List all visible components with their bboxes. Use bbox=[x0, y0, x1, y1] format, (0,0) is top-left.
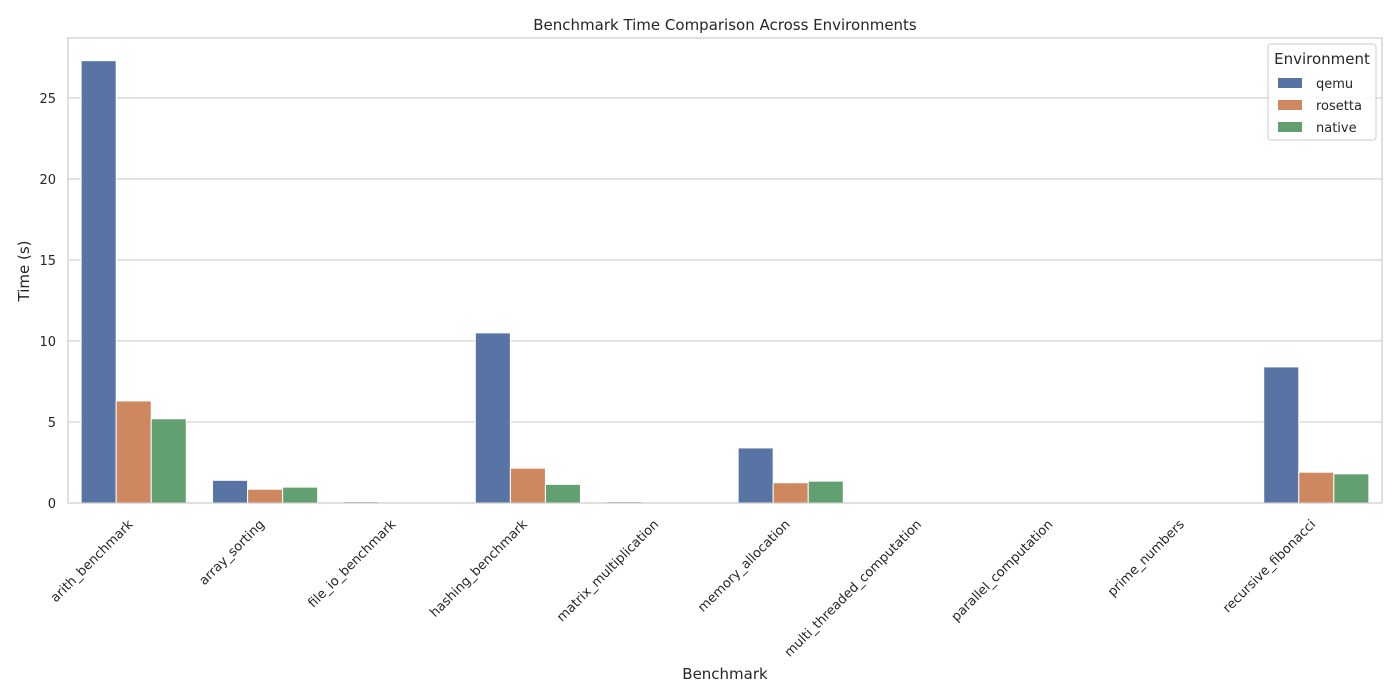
y-tick-label: 5 bbox=[48, 416, 56, 431]
bar-rosetta-array_sorting bbox=[247, 488, 284, 504]
bars bbox=[80, 60, 1370, 504]
bar-qemu-memory_allocation bbox=[737, 447, 774, 504]
legend-swatch-native bbox=[1278, 122, 1302, 132]
y-tick-label: 0 bbox=[48, 497, 56, 512]
y-tick-label: 25 bbox=[39, 92, 56, 107]
legend-label-native: native bbox=[1316, 121, 1357, 136]
bar-qemu-arith_benchmark bbox=[80, 60, 117, 504]
bar-qemu-array_sorting bbox=[212, 479, 249, 504]
chart-title: Benchmark Time Comparison Across Environ… bbox=[533, 16, 917, 34]
y-axis-label: Time (s) bbox=[15, 241, 33, 303]
bar-rosetta-memory_allocation bbox=[772, 482, 809, 504]
bar-rosetta-arith_benchmark bbox=[115, 400, 152, 504]
legend-box bbox=[1267, 43, 1377, 141]
legend-swatch-qemu bbox=[1278, 78, 1302, 88]
legend-swatch-rosetta bbox=[1278, 100, 1302, 110]
y-tick-label: 10 bbox=[39, 335, 56, 350]
plot-frame bbox=[67, 37, 1383, 504]
bar-rosetta-recursive_fibonacci bbox=[1298, 471, 1335, 504]
bar-native-hashing_benchmark bbox=[544, 483, 581, 504]
y-tick-labels: 0 5 10 15 20 25 bbox=[39, 92, 56, 512]
bar-native-recursive_fibonacci bbox=[1333, 473, 1370, 504]
bar-rosetta-hashing_benchmark bbox=[509, 467, 546, 504]
y-tick-label: 20 bbox=[39, 173, 56, 188]
bar-native-array_sorting bbox=[282, 486, 319, 504]
bar-qemu-recursive_fibonacci bbox=[1263, 366, 1300, 504]
x-axis-label: Benchmark bbox=[682, 665, 768, 683]
y-tick-label: 15 bbox=[39, 254, 56, 269]
bar-qemu-hashing_benchmark bbox=[474, 332, 511, 504]
legend-items: qemu rosetta native bbox=[1278, 77, 1362, 136]
legend-title: Environment bbox=[1274, 50, 1370, 68]
bar-native-memory_allocation bbox=[807, 480, 844, 504]
legend-label-qemu: qemu bbox=[1316, 77, 1353, 92]
bar-native-arith_benchmark bbox=[150, 418, 187, 504]
legend: Environment qemu rosetta native bbox=[1267, 43, 1377, 141]
legend-label-rosetta: rosetta bbox=[1316, 99, 1362, 114]
